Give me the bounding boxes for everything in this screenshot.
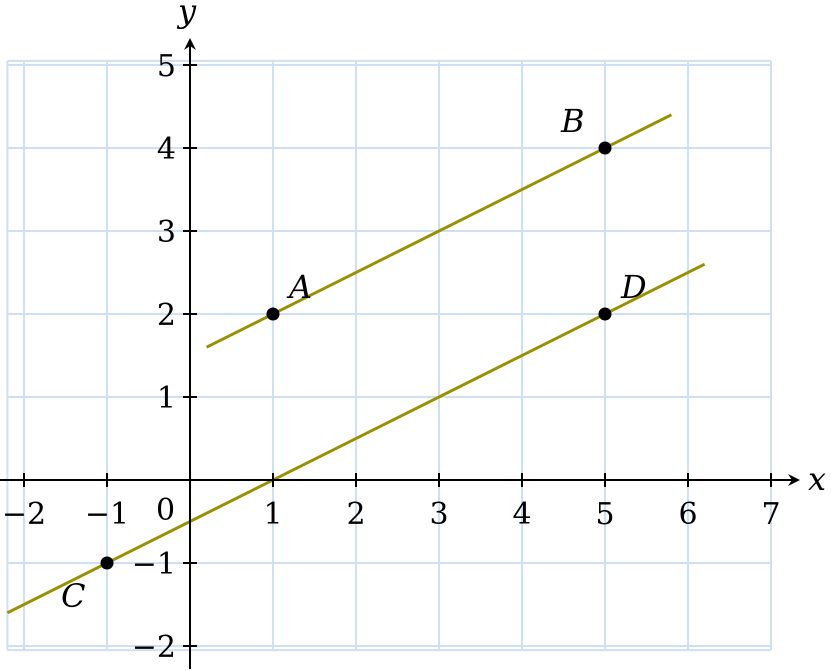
y-tick-label: 2 xyxy=(157,298,176,333)
x-tick-label: −2 xyxy=(2,497,46,532)
origin-label: 0 xyxy=(156,493,175,528)
x-tick-label: 4 xyxy=(512,497,531,532)
x-tick-label: 6 xyxy=(678,497,697,532)
x-tick-label: −1 xyxy=(85,497,129,532)
point-label-d: D xyxy=(620,268,647,306)
ticks: −2 −1 1 2 3 4 5 6 7 5 4 3 2 1 −1 −2 xyxy=(2,49,781,665)
x-tick-label: 7 xyxy=(761,497,780,532)
series-line-2 xyxy=(6,262,706,615)
y-tick-label: 4 xyxy=(157,132,176,167)
point-a xyxy=(266,307,280,321)
y-axis-label: y xyxy=(176,0,197,30)
point-label-a: A xyxy=(286,268,312,306)
y-tick-label: 1 xyxy=(157,381,176,416)
point-b xyxy=(598,141,612,155)
y-tick-label: −2 xyxy=(132,630,176,665)
point-label-b: B xyxy=(560,102,585,140)
data-lines xyxy=(6,113,706,615)
x-tick-label: 3 xyxy=(429,497,448,532)
y-tick-label: −1 xyxy=(132,547,176,582)
y-tick-label: 3 xyxy=(157,215,176,250)
y-tick-label: 5 xyxy=(157,49,176,84)
points: A B C D xyxy=(61,102,647,615)
point-label-c: C xyxy=(61,577,85,615)
x-tick-label: 2 xyxy=(346,497,365,532)
point-d xyxy=(598,307,612,321)
grid xyxy=(6,59,772,652)
x-tick-label: 1 xyxy=(263,497,282,532)
point-c xyxy=(100,556,114,570)
x-tick-label: 5 xyxy=(595,497,614,532)
series-line-1 xyxy=(205,113,673,349)
x-axis-label: x xyxy=(808,460,826,498)
